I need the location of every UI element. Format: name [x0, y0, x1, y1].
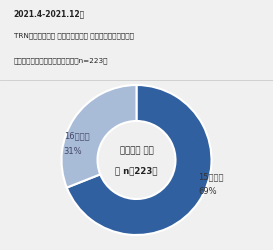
Text: 2021.4-2021.12月: 2021.4-2021.12月 — [14, 10, 85, 18]
Text: 出店希望坪数のアンケート調査（n=223）: 出店希望坪数のアンケート調査（n=223） — [14, 58, 108, 64]
Wedge shape — [61, 85, 136, 188]
Text: TRNグループへの 店舗開発担当者 及び店舗オーナー様の: TRNグループへの 店舗開発担当者 及び店舗オーナー様の — [14, 32, 134, 38]
Text: 16坪以上: 16坪以上 — [64, 132, 89, 140]
Text: 69%: 69% — [198, 187, 216, 196]
Text: （ n＝223）: （ n＝223） — [115, 167, 158, 176]
Text: 15坪以下: 15坪以下 — [198, 172, 224, 181]
Wedge shape — [67, 85, 212, 235]
Text: 出店希望 坪数: 出店希望 坪数 — [120, 146, 153, 156]
Text: 31%: 31% — [64, 146, 82, 156]
